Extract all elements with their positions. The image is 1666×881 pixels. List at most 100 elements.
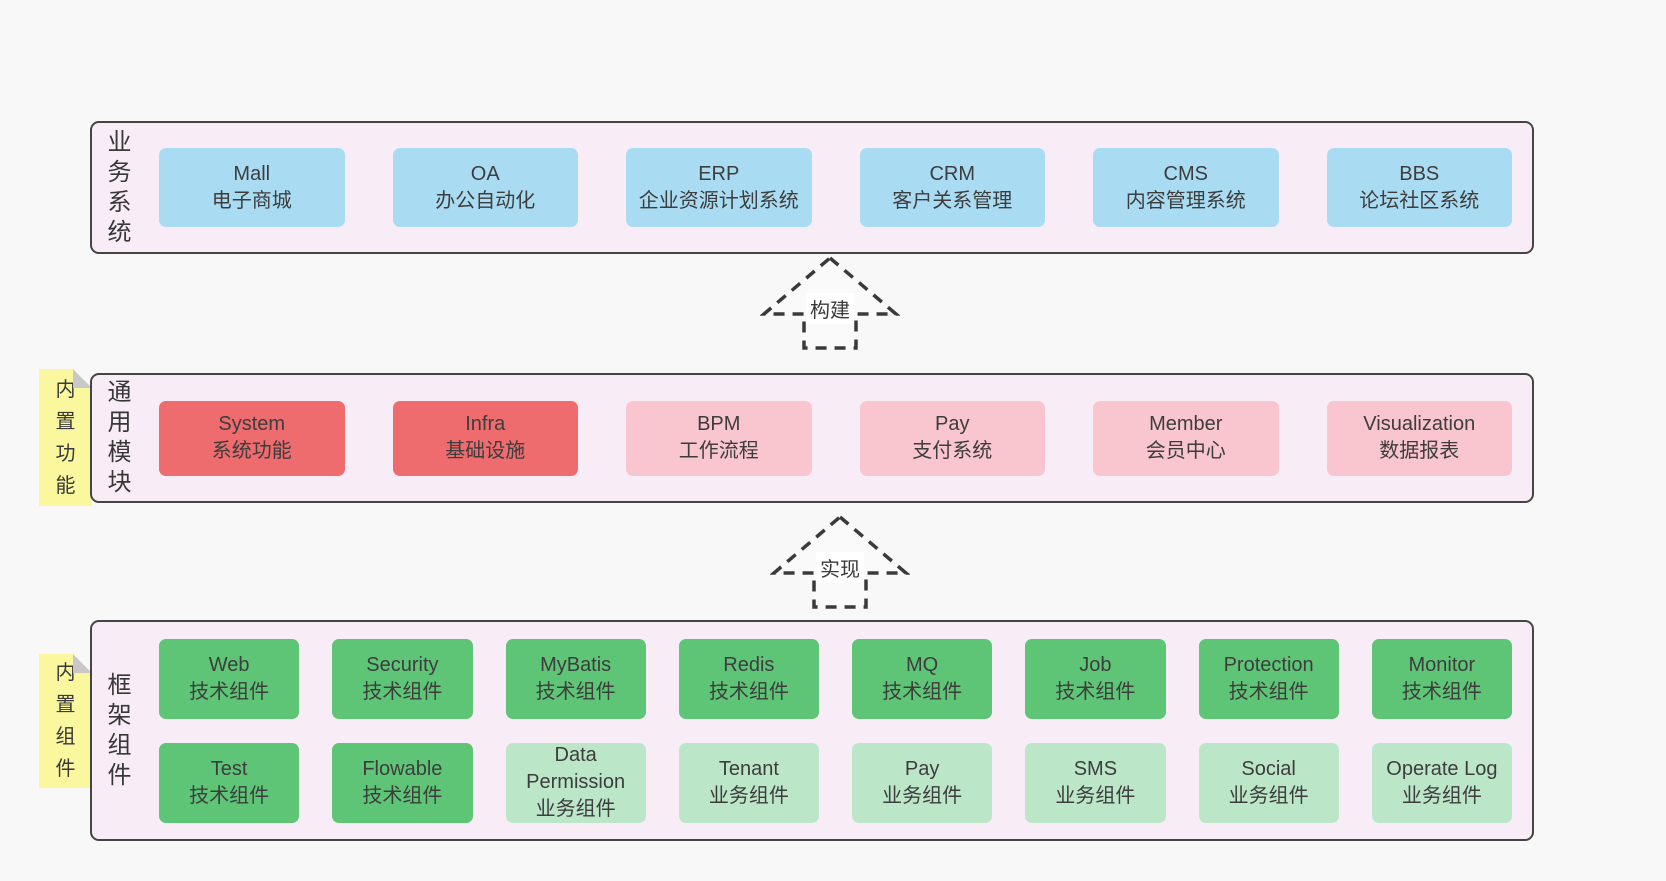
- layer-common-modules: 通用模块 System 系统功能 Infra 基础设施 BPM 工作流程 Pay…: [90, 373, 1534, 503]
- box-data-permission: Data Permission 业务组件: [505, 742, 646, 823]
- arrow-build-label: 构建: [806, 293, 854, 324]
- box-title: Redis: [723, 653, 775, 676]
- box-subtitle: 业务组件: [1228, 784, 1309, 807]
- box-title: BBS: [1399, 162, 1440, 185]
- box-job: Job 技术组件: [1025, 638, 1166, 719]
- framework-row-2: Test 技术组件 Flowable 技术组件 Data Permission …: [159, 742, 1512, 823]
- sticky-note-label: 内置功能: [55, 378, 76, 497]
- box-title: Protection: [1223, 653, 1314, 676]
- box-subtitle: 办公自动化: [435, 189, 536, 212]
- box-bpm: BPM 工作流程: [626, 400, 812, 476]
- layer-label: 框架组件: [107, 671, 132, 789]
- box-infra: Infra 基础设施: [392, 400, 578, 476]
- box-mall: Mall 电子商城: [159, 148, 345, 227]
- box-system: System 系统功能: [159, 400, 345, 476]
- box-subtitle: 技术组件: [362, 680, 443, 703]
- box-subtitle: 系统功能: [211, 440, 292, 462]
- box-title: Web: [208, 653, 250, 676]
- arrow-implement-label: 实现: [816, 552, 864, 583]
- arrow-build: 构建: [760, 256, 900, 350]
- box-pay-system: Pay 支付系统: [859, 400, 1045, 476]
- box-social: Social 业务组件: [1198, 742, 1339, 823]
- box-subtitle: 技术组件: [189, 784, 270, 807]
- sticky-note-builtin-components: 内置组件: [39, 654, 92, 788]
- box-subtitle: 业务组件: [708, 784, 789, 807]
- layer-business-systems: 业务系统 Mall 电子商城 OA 办公自动化 ERP 企业资源计划系统 CRM…: [90, 121, 1534, 254]
- box-subtitle: 论坛社区系统: [1359, 189, 1480, 212]
- box-subtitle: 技术组件: [882, 680, 963, 703]
- box-title: System: [218, 413, 286, 435]
- box-title: CRM: [929, 162, 976, 185]
- box-test: Test 技术组件: [159, 742, 300, 823]
- box-subtitle: 业务组件: [535, 798, 616, 820]
- business-systems-row: Mall 电子商城 OA 办公自动化 ERP 企业资源计划系统 CRM 客户关系…: [133, 123, 1532, 252]
- box-crm: CRM 客户关系管理: [859, 148, 1045, 227]
- box-title: Monitor: [1408, 653, 1476, 676]
- box-oa: OA 办公自动化: [392, 148, 578, 227]
- sticky-note-label: 内置组件: [55, 662, 76, 780]
- box-pay-biz: Pay 业务组件: [852, 742, 993, 823]
- box-subtitle: 内容管理系统: [1125, 189, 1246, 212]
- box-bbs: BBS 论坛社区系统: [1326, 148, 1512, 227]
- box-mq: MQ 技术组件: [852, 638, 993, 719]
- box-title: Data Permission: [526, 744, 626, 793]
- box-title: Mall: [233, 162, 271, 185]
- box-title: SMS: [1073, 757, 1118, 780]
- box-subtitle: 会员中心: [1145, 440, 1226, 462]
- box-subtitle: 技术组件: [1401, 680, 1482, 703]
- box-subtitle: 技术组件: [708, 680, 789, 703]
- box-subtitle: 客户关系管理: [892, 189, 1013, 212]
- framework-components-grid: Web 技术组件 Security 技术组件 MyBatis 技术组件 Redi…: [133, 622, 1532, 839]
- box-operate-log: Operate Log 业务组件: [1371, 742, 1512, 823]
- box-subtitle: 基础设施: [445, 440, 526, 462]
- box-flowable: Flowable 技术组件: [332, 742, 473, 823]
- box-title: Security: [366, 653, 439, 676]
- box-title: Member: [1149, 413, 1223, 435]
- arrow-implement: 实现: [770, 515, 910, 609]
- box-cms: CMS 内容管理系统: [1093, 148, 1279, 227]
- framework-row-1: Web 技术组件 Security 技术组件 MyBatis 技术组件 Redi…: [159, 638, 1512, 719]
- box-title: MyBatis: [540, 653, 612, 676]
- box-subtitle: 业务组件: [882, 784, 963, 807]
- box-tenant: Tenant 业务组件: [678, 742, 819, 823]
- layer-label: 通用模块: [107, 379, 132, 496]
- box-monitor: Monitor 技术组件: [1371, 638, 1512, 719]
- layer-framework-components: 框架组件 Web 技术组件 Security 技术组件 MyBatis 技术组件…: [90, 620, 1534, 841]
- box-title: Pay: [935, 413, 970, 435]
- box-title: BPM: [697, 413, 741, 435]
- box-security: Security 技术组件: [332, 638, 473, 719]
- box-subtitle: 数据报表: [1379, 440, 1460, 462]
- common-modules-row: System 系统功能 Infra 基础设施 BPM 工作流程 Pay 支付系统…: [133, 375, 1532, 501]
- box-title: Infra: [465, 413, 506, 435]
- box-subtitle: 电子商城: [211, 189, 292, 212]
- box-title: Visualization: [1363, 413, 1476, 435]
- box-subtitle: 技术组件: [1228, 680, 1309, 703]
- box-title: Test: [210, 757, 248, 780]
- box-subtitle: 技术组件: [1055, 680, 1136, 703]
- box-title: Pay: [904, 757, 940, 780]
- box-title: Operate Log: [1386, 757, 1498, 780]
- box-subtitle: 技术组件: [189, 680, 270, 703]
- box-subtitle: 业务组件: [1055, 784, 1136, 807]
- box-subtitle: 业务组件: [1401, 784, 1482, 807]
- box-title: ERP: [698, 162, 740, 185]
- layer-label: 业务系统: [107, 128, 132, 246]
- box-title: CMS: [1163, 162, 1208, 185]
- box-sms: SMS 业务组件: [1025, 742, 1166, 823]
- sticky-note-builtin-features: 内置功能: [39, 369, 92, 506]
- box-mybatis: MyBatis 技术组件: [505, 638, 646, 719]
- box-protection: Protection 技术组件: [1198, 638, 1339, 719]
- box-redis: Redis 技术组件: [678, 638, 819, 719]
- box-title: Tenant: [718, 757, 779, 780]
- box-subtitle: 工作流程: [678, 440, 759, 462]
- box-member: Member 会员中心: [1093, 400, 1279, 476]
- box-erp: ERP 企业资源计划系统: [626, 148, 812, 227]
- box-subtitle: 支付系统: [912, 440, 993, 462]
- box-title: MQ: [906, 653, 939, 676]
- box-title: OA: [470, 162, 500, 185]
- box-subtitle: 技术组件: [362, 784, 443, 807]
- box-title: Flowable: [362, 757, 443, 780]
- box-subtitle: 企业资源计划系统: [638, 189, 799, 212]
- box-title: Job: [1079, 653, 1112, 676]
- box-web: Web 技术组件: [159, 638, 300, 719]
